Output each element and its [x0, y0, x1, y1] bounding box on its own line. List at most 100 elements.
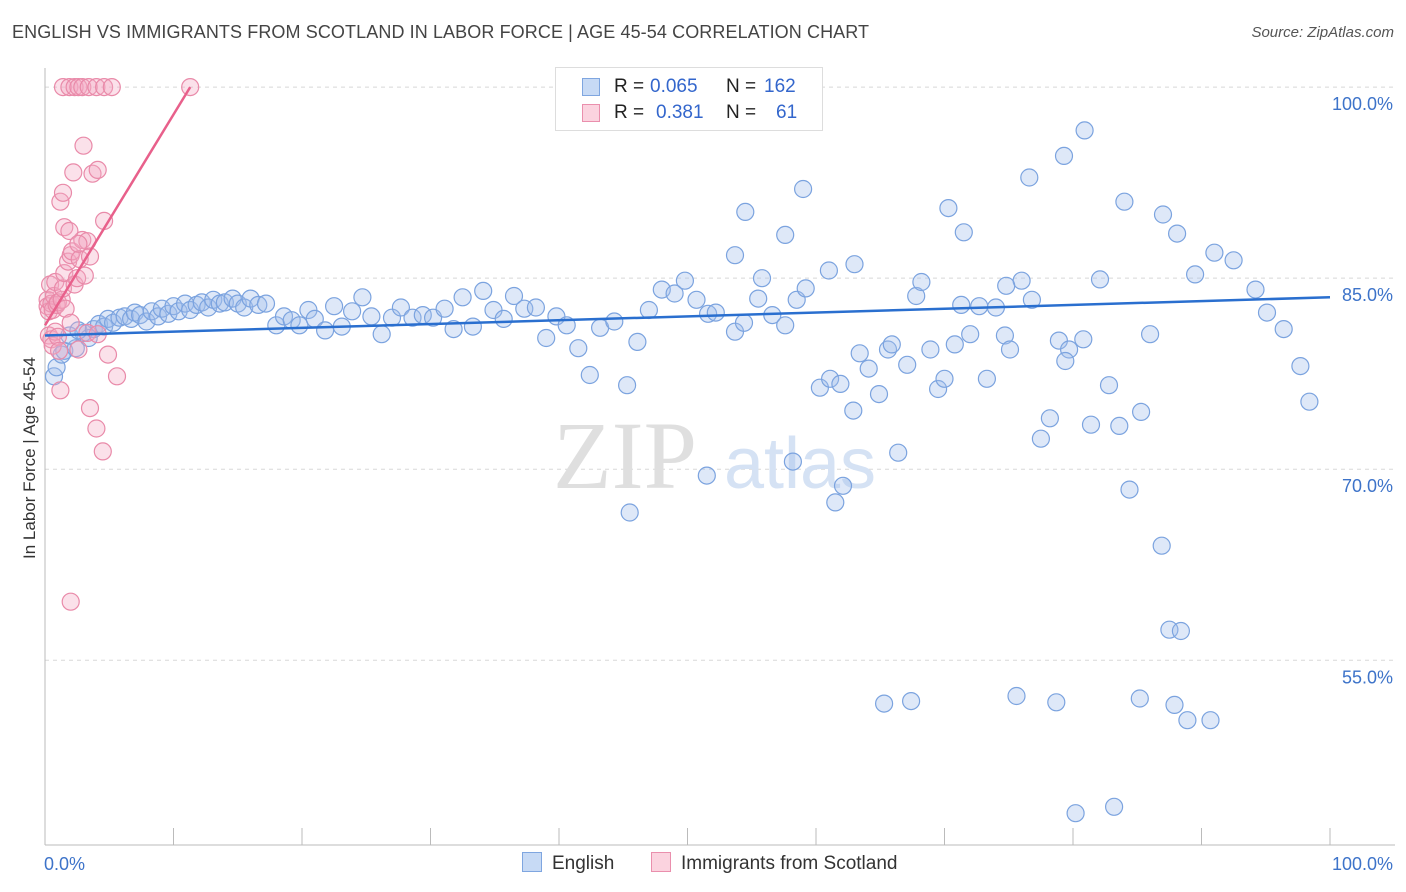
english-point: [1020, 168, 1039, 187]
english-point: [935, 369, 954, 388]
legend-n-label: N =: [726, 76, 757, 97]
english-point: [1291, 357, 1310, 376]
english-point: [793, 179, 813, 199]
y-tick-label: 100.0%: [1332, 94, 1393, 114]
scotland-point: [69, 234, 88, 253]
scotland-point: [64, 163, 83, 182]
scotland-point: [88, 160, 107, 179]
english-point: [1090, 270, 1110, 289]
english-point: [675, 271, 695, 290]
english-point: [353, 288, 372, 307]
english-point: [907, 286, 926, 306]
scotland-point: [74, 136, 93, 155]
scotland-point: [53, 183, 73, 202]
english-point: [977, 369, 997, 388]
english-point: [826, 493, 845, 512]
english-point: [796, 279, 815, 298]
scotland-point: [73, 77, 92, 97]
english-point: [954, 223, 973, 242]
bottom-legend-swatch-english: [522, 852, 542, 872]
scotland-point: [51, 381, 70, 400]
legend-swatch-scotland: [582, 104, 600, 122]
english-point: [620, 503, 639, 522]
legend-r-value: 0.065: [650, 76, 698, 97]
english-point: [362, 307, 381, 326]
y-tick-label: 55.0%: [1342, 667, 1393, 687]
tick-labels: 100.0% 85.0% 70.0% 55.0% 0.0% 100.0%: [44, 94, 1393, 874]
english-point: [697, 466, 716, 485]
english-point: [444, 320, 463, 339]
scotland-point: [62, 242, 82, 261]
trend-lines: [43, 86, 1331, 337]
english-point: [921, 340, 940, 359]
english-point: [569, 339, 588, 358]
english-point: [453, 288, 472, 307]
english-point: [1131, 402, 1151, 421]
legend-n-label: N =: [726, 102, 757, 123]
english-point: [580, 365, 599, 385]
english-point: [1165, 695, 1184, 715]
english-point: [831, 374, 850, 393]
y-tick-label: 70.0%: [1342, 476, 1393, 496]
english-point: [736, 202, 755, 221]
english-point: [844, 401, 863, 420]
english-point: [928, 379, 948, 399]
english-point: [1152, 536, 1171, 555]
english-point: [391, 298, 410, 317]
bottom-legend-label-scotland: Immigrants from Scotland: [681, 853, 898, 874]
scotland-point: [65, 77, 84, 97]
bottom-legend-scotland: Immigrants from Scotland: [651, 852, 897, 875]
correlation-legend: R = 0.065 N = 162 R = 0.381 N = 61: [555, 67, 823, 131]
english-point: [845, 255, 864, 274]
english-point: [1153, 205, 1173, 224]
english-point: [820, 369, 840, 388]
english-point: [1171, 621, 1191, 641]
english-point: [952, 295, 971, 314]
english-point: [494, 309, 513, 328]
english-point: [706, 303, 725, 322]
english-point: [1031, 429, 1051, 448]
english-point: [403, 308, 422, 327]
english-point: [912, 272, 931, 292]
scotland-point: [60, 221, 79, 241]
english-point: [1115, 192, 1134, 211]
english-point: [850, 344, 869, 363]
english-point: [1075, 121, 1094, 140]
english-point: [463, 317, 482, 336]
english-point: [783, 452, 803, 471]
english-point: [698, 304, 718, 323]
english-point: [299, 300, 318, 320]
legend-r-label: R =: [614, 76, 645, 97]
english-point: [435, 299, 454, 318]
english-point: [256, 294, 276, 313]
scotland-point: [94, 77, 114, 97]
english-point: [1040, 409, 1060, 428]
english-point: [882, 335, 901, 354]
english-point: [1099, 376, 1119, 395]
scotland-point: [56, 299, 75, 318]
english-point: [1012, 271, 1031, 290]
english-point: [752, 269, 772, 288]
watermark-zip: ZIP: [553, 402, 697, 509]
english-point: [1110, 416, 1129, 435]
english-point: [1056, 351, 1075, 371]
scotland-trend-line: [43, 86, 192, 326]
english-point: [898, 355, 917, 374]
english-point: [833, 476, 853, 495]
english-point: [749, 289, 768, 308]
english-point: [235, 298, 254, 317]
english-point: [1130, 689, 1149, 708]
english-point: [1185, 265, 1205, 284]
english-point: [945, 335, 964, 354]
english-point: [970, 297, 989, 316]
english-point: [1022, 290, 1042, 309]
scotland-points: [38, 77, 200, 611]
english-point: [1178, 711, 1197, 730]
english-point: [889, 443, 908, 462]
english-point: [1059, 340, 1079, 359]
english-point: [869, 385, 889, 404]
legend-n-value: 162: [764, 76, 796, 97]
scotland-point: [61, 313, 80, 332]
watermark-atlas: atlas: [724, 424, 876, 504]
